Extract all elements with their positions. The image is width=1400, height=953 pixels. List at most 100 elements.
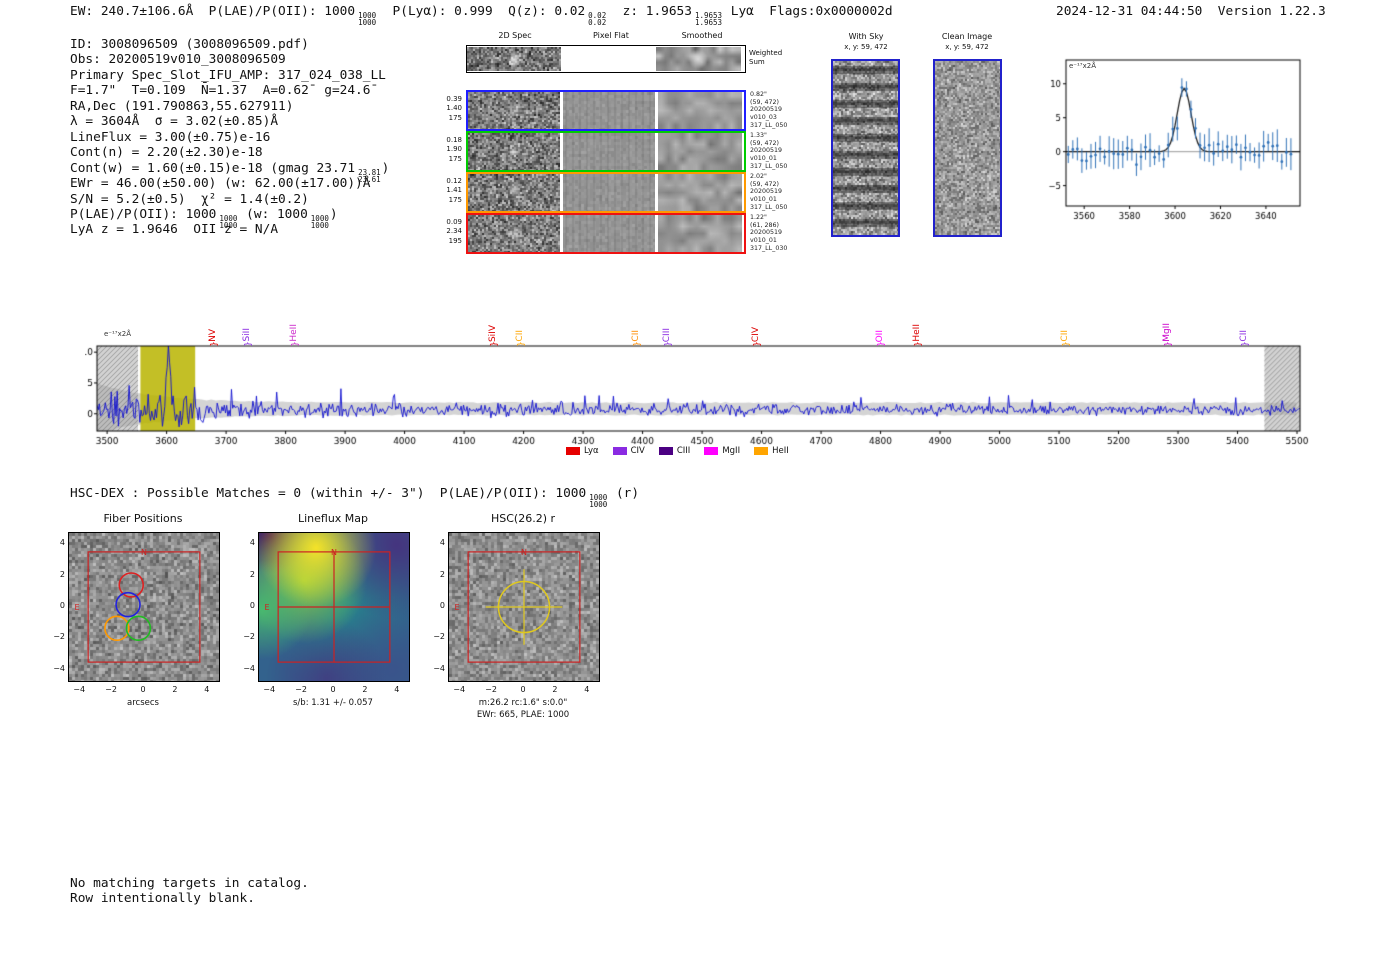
text-segment: Lyα Flags:0x0000002d bbox=[723, 4, 893, 19]
text-segment: LyA z = 1.9646 OII z = N/A bbox=[70, 222, 279, 238]
text-segment: EW: 240.7±106.6Å P(LAE)/P(OII): 1000 bbox=[70, 4, 356, 19]
text-segment: HSC-DEX : Possible Matches = 0 (within +… bbox=[70, 486, 587, 501]
east-label: E bbox=[454, 603, 459, 612]
hsc-xlabel2: EWr: 665, PLAE: 1000 bbox=[476, 710, 570, 720]
lineflux-map-xlabel: s/b: 1.31 +/- 0.057 bbox=[293, 698, 373, 708]
clean-image-coords: x, y: 59, 472 bbox=[945, 43, 989, 51]
weighted-2d-spec-image bbox=[467, 47, 561, 71]
with-sky-coords: x, y: 59, 472 bbox=[844, 43, 888, 51]
y-tick-label: 0 bbox=[249, 601, 255, 610]
weighted-smoothed-image bbox=[656, 47, 741, 71]
legend-item: MgII bbox=[704, 446, 740, 456]
legend-swatch bbox=[612, 447, 627, 455]
emission-line-label: CIII bbox=[661, 327, 672, 342]
info-line: S/N = 5.2(±0.5) χ² = 1.4(±0.2) bbox=[70, 192, 309, 207]
fiber-pixel-flat-image bbox=[563, 174, 655, 211]
y-tick-label: 0 bbox=[59, 601, 65, 610]
emission-line-label: CIV bbox=[751, 326, 762, 342]
header-summary: EW: 240.7±106.6Å P(LAE)/P(OII): 1000 1000… bbox=[70, 4, 893, 28]
legend-label: MgII bbox=[722, 446, 741, 456]
timestamp-version: 2024-12-31 04:44:50 Version 1.22.3 bbox=[1056, 4, 1326, 19]
text-segment: z: 1.9653 bbox=[607, 4, 692, 19]
fiber-pixel-flat-image bbox=[563, 92, 655, 129]
clean-image bbox=[935, 61, 1000, 235]
full-spectrum-plot bbox=[85, 338, 1310, 450]
legend-item: Lyα bbox=[566, 446, 599, 456]
legend-swatch bbox=[704, 447, 719, 455]
fiber-positions-xlabel: arcsecs bbox=[127, 698, 159, 708]
info-line: Primary Spec_Slot_IFU_AMP: 317_024_038_L… bbox=[70, 68, 386, 83]
text-segment: λ = 3604Å σ = 3.02(±0.85)Å bbox=[70, 114, 279, 130]
fraction: 1000 1000 bbox=[219, 213, 238, 231]
lineflux-map-title: Lineflux Map bbox=[297, 512, 369, 525]
cell-gap bbox=[655, 92, 658, 129]
lineflux-map-plot: NE bbox=[258, 532, 410, 682]
text-segment: Cont(n) = 2.20(±2.30)e-18 bbox=[70, 145, 263, 161]
fiber-smoothed-image bbox=[658, 133, 742, 170]
emission-line-label: HeII bbox=[289, 324, 300, 342]
x-tick-label: 0 bbox=[330, 685, 336, 694]
line-label-brace: { bbox=[1060, 341, 1071, 347]
cell-gap bbox=[655, 215, 658, 252]
emission-line-label: SiII bbox=[242, 328, 253, 342]
fiber-2d-row bbox=[466, 131, 746, 172]
with-sky-image bbox=[833, 61, 898, 235]
line-label-brace: { bbox=[1161, 341, 1172, 347]
x-tick-label: 0 bbox=[140, 685, 146, 694]
y-tick-label: −4 bbox=[433, 663, 445, 673]
info-line: Obs: 20200519v010_3008096509 bbox=[70, 52, 286, 67]
fiber-row-values: 0.18 1.90 175 bbox=[446, 136, 462, 163]
info-line: F=1.7" T=0.109 N̄=1.37 A=0.62̄ g=24.6̄ bbox=[70, 83, 370, 98]
clean-image-title: Clean Image bbox=[941, 32, 993, 41]
legend-swatch bbox=[754, 447, 769, 455]
y-tick-label: 4 bbox=[249, 538, 255, 548]
text-segment: Obs: 20200519v010_3008096509 bbox=[70, 52, 286, 68]
col-header-smoothed: Smoothed bbox=[681, 31, 723, 40]
x-tick-label: −4 bbox=[73, 685, 86, 694]
text-segment: (w: 1000 bbox=[238, 206, 308, 222]
x-tick-label: 4 bbox=[394, 685, 400, 694]
fiber-row-values: 0.09 2.34 195 bbox=[446, 218, 462, 245]
fiber-row-meta: 2.02" (59, 472) 20200519 v010_01 317_LL_… bbox=[750, 173, 788, 211]
fiber-circle bbox=[125, 615, 152, 642]
line-label-brace: { bbox=[241, 341, 252, 347]
fiber-positions-title: Fiber Positions bbox=[103, 512, 183, 525]
footer-line-1: No matching targets in catalog. bbox=[70, 876, 309, 891]
x-tick-label: 2 bbox=[362, 685, 368, 694]
spectrum-legend: Lyα CIV CIII MgII HeII bbox=[566, 446, 789, 456]
x-tick-label: 2 bbox=[172, 685, 178, 694]
legend-label: HeII bbox=[772, 446, 789, 456]
fiber-smoothed-image bbox=[658, 174, 742, 211]
fiber-row-values: 0.12 1.41 175 bbox=[446, 177, 462, 204]
cell-gap bbox=[560, 92, 563, 129]
fiber-2d-row bbox=[466, 213, 746, 254]
x-tick-label: 4 bbox=[584, 685, 590, 694]
fiber-circle bbox=[104, 615, 130, 642]
hsc-xlabel: m:26.2 rc:1.6" s:0.0" bbox=[478, 698, 568, 708]
catalog-square bbox=[87, 551, 201, 663]
clean-image-cutout bbox=[933, 59, 1002, 237]
fiber-row-meta: 1.22" (61, 286) 20200519 v010_01 317_LL_… bbox=[750, 214, 788, 252]
fiber-circle bbox=[115, 591, 141, 618]
fraction: 1000 1000 bbox=[310, 213, 329, 231]
with-sky-cutout bbox=[831, 59, 900, 237]
fiber-circle bbox=[118, 572, 145, 598]
fit-plot-unit-label: e⁻¹⁷x2Å bbox=[1069, 62, 1096, 70]
text-segment: ID: 3008096509 (3008096509.pdf) bbox=[70, 37, 309, 52]
info-line: LyA z = 1.9646 OII z = N/A bbox=[70, 222, 278, 237]
east-label: E bbox=[264, 603, 269, 612]
with-sky-title: With Sky bbox=[848, 32, 884, 41]
y-tick-label: 2 bbox=[249, 569, 255, 579]
fraction: 0.02 0.02 bbox=[588, 11, 607, 28]
fiber-positions-image bbox=[69, 533, 219, 681]
fiber-row-meta: 0.82" (59, 472) 20200519 v010_03 317_LL_… bbox=[750, 91, 788, 129]
cell-gap bbox=[655, 133, 658, 170]
hsc-dex-match-line: HSC-DEX : Possible Matches = 0 (within +… bbox=[70, 486, 639, 509]
fiber-2d-spec-image bbox=[468, 174, 560, 211]
text-segment: P(LAE)/P(OII): 1000 bbox=[70, 206, 217, 222]
y-tick-label: −2 bbox=[243, 632, 255, 642]
line-label-brace: { bbox=[661, 341, 672, 347]
col-header-2d-spec: 2D Spec bbox=[498, 31, 532, 40]
legend-item: HeII bbox=[754, 446, 789, 456]
